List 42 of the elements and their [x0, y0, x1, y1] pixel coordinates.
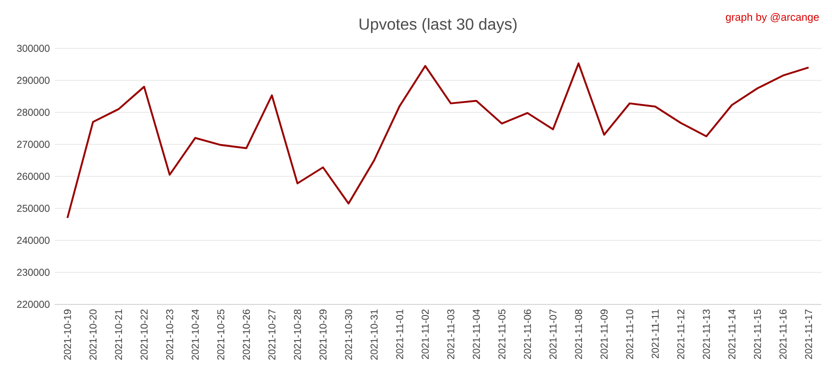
- x-tick-label: 2021-11-04: [472, 309, 480, 359]
- x-tick-label: 2021-11-13: [702, 309, 710, 359]
- x-tick-label: 2021-11-14: [728, 309, 736, 359]
- x-tick-label: 2021-10-28: [294, 309, 301, 360]
- y-tick-label: 280000: [17, 108, 50, 116]
- x-tick-label: 2021-10-21: [115, 310, 122, 360]
- x-tick-label: 2021-11-15: [754, 309, 761, 359]
- x-tick-label: 2021-11-10: [626, 309, 634, 359]
- x-tick-label: 2021-11-07: [549, 310, 557, 359]
- x-tick-label: 2021-11-05: [498, 309, 506, 359]
- chart-title: Upvotes (last 30 days): [360, 18, 517, 33]
- x-tick-label: 2021-11-06: [524, 309, 531, 359]
- x-tick-label: 2021-10-30: [345, 309, 352, 360]
- x-tick-label: 2021-10-20: [89, 309, 97, 360]
- y-tick-label: 240000: [17, 236, 50, 244]
- y-tick-label: 270000: [17, 140, 50, 148]
- x-tick-label: 2021-10-19: [64, 310, 71, 360]
- x-tick-label: 2021-10-24: [192, 309, 199, 360]
- x-tick-label: 2021-11-12: [677, 310, 684, 359]
- x-tick-label: 2021-10-23: [166, 309, 174, 360]
- x-tick-label: 2021-10-29: [319, 310, 327, 360]
- x-tick-label: 2021-11-02: [422, 310, 429, 359]
- y-tick-label: 230000: [17, 268, 50, 276]
- y-tick-label: 220000: [17, 300, 50, 308]
- x-tick-label: 2021-11-17: [805, 310, 812, 359]
- text: graph by @arcange: [726, 13, 819, 23]
- x-tick-label: 2021-11-09: [600, 310, 608, 359]
- x-tick-label: 2021-10-22: [140, 310, 148, 360]
- y-tick-label: 260000: [17, 172, 50, 180]
- x-tick-label: 2021-11-16: [779, 309, 787, 359]
- x-tick-label: 2021-10-25: [217, 309, 224, 360]
- y-tick-label: 290000: [17, 76, 50, 84]
- x-tick-label: 2021-11-11: [652, 310, 659, 358]
- line-series: [66, 62, 810, 219]
- x-tick-label: 2021-10-27: [268, 310, 276, 360]
- y-tick-label: 300000: [16, 44, 50, 52]
- x-tick-label: 2021-11-01: [396, 310, 404, 359]
- y-tick-label: 250000: [17, 204, 50, 212]
- x-tick-label: 2021-10-26: [242, 309, 250, 360]
- x-tick-label: 2021-11-03: [447, 309, 454, 359]
- x-tick-label: 2021-11-08: [575, 309, 582, 359]
- x-tick-label: 2021-10-31: [370, 310, 378, 360]
